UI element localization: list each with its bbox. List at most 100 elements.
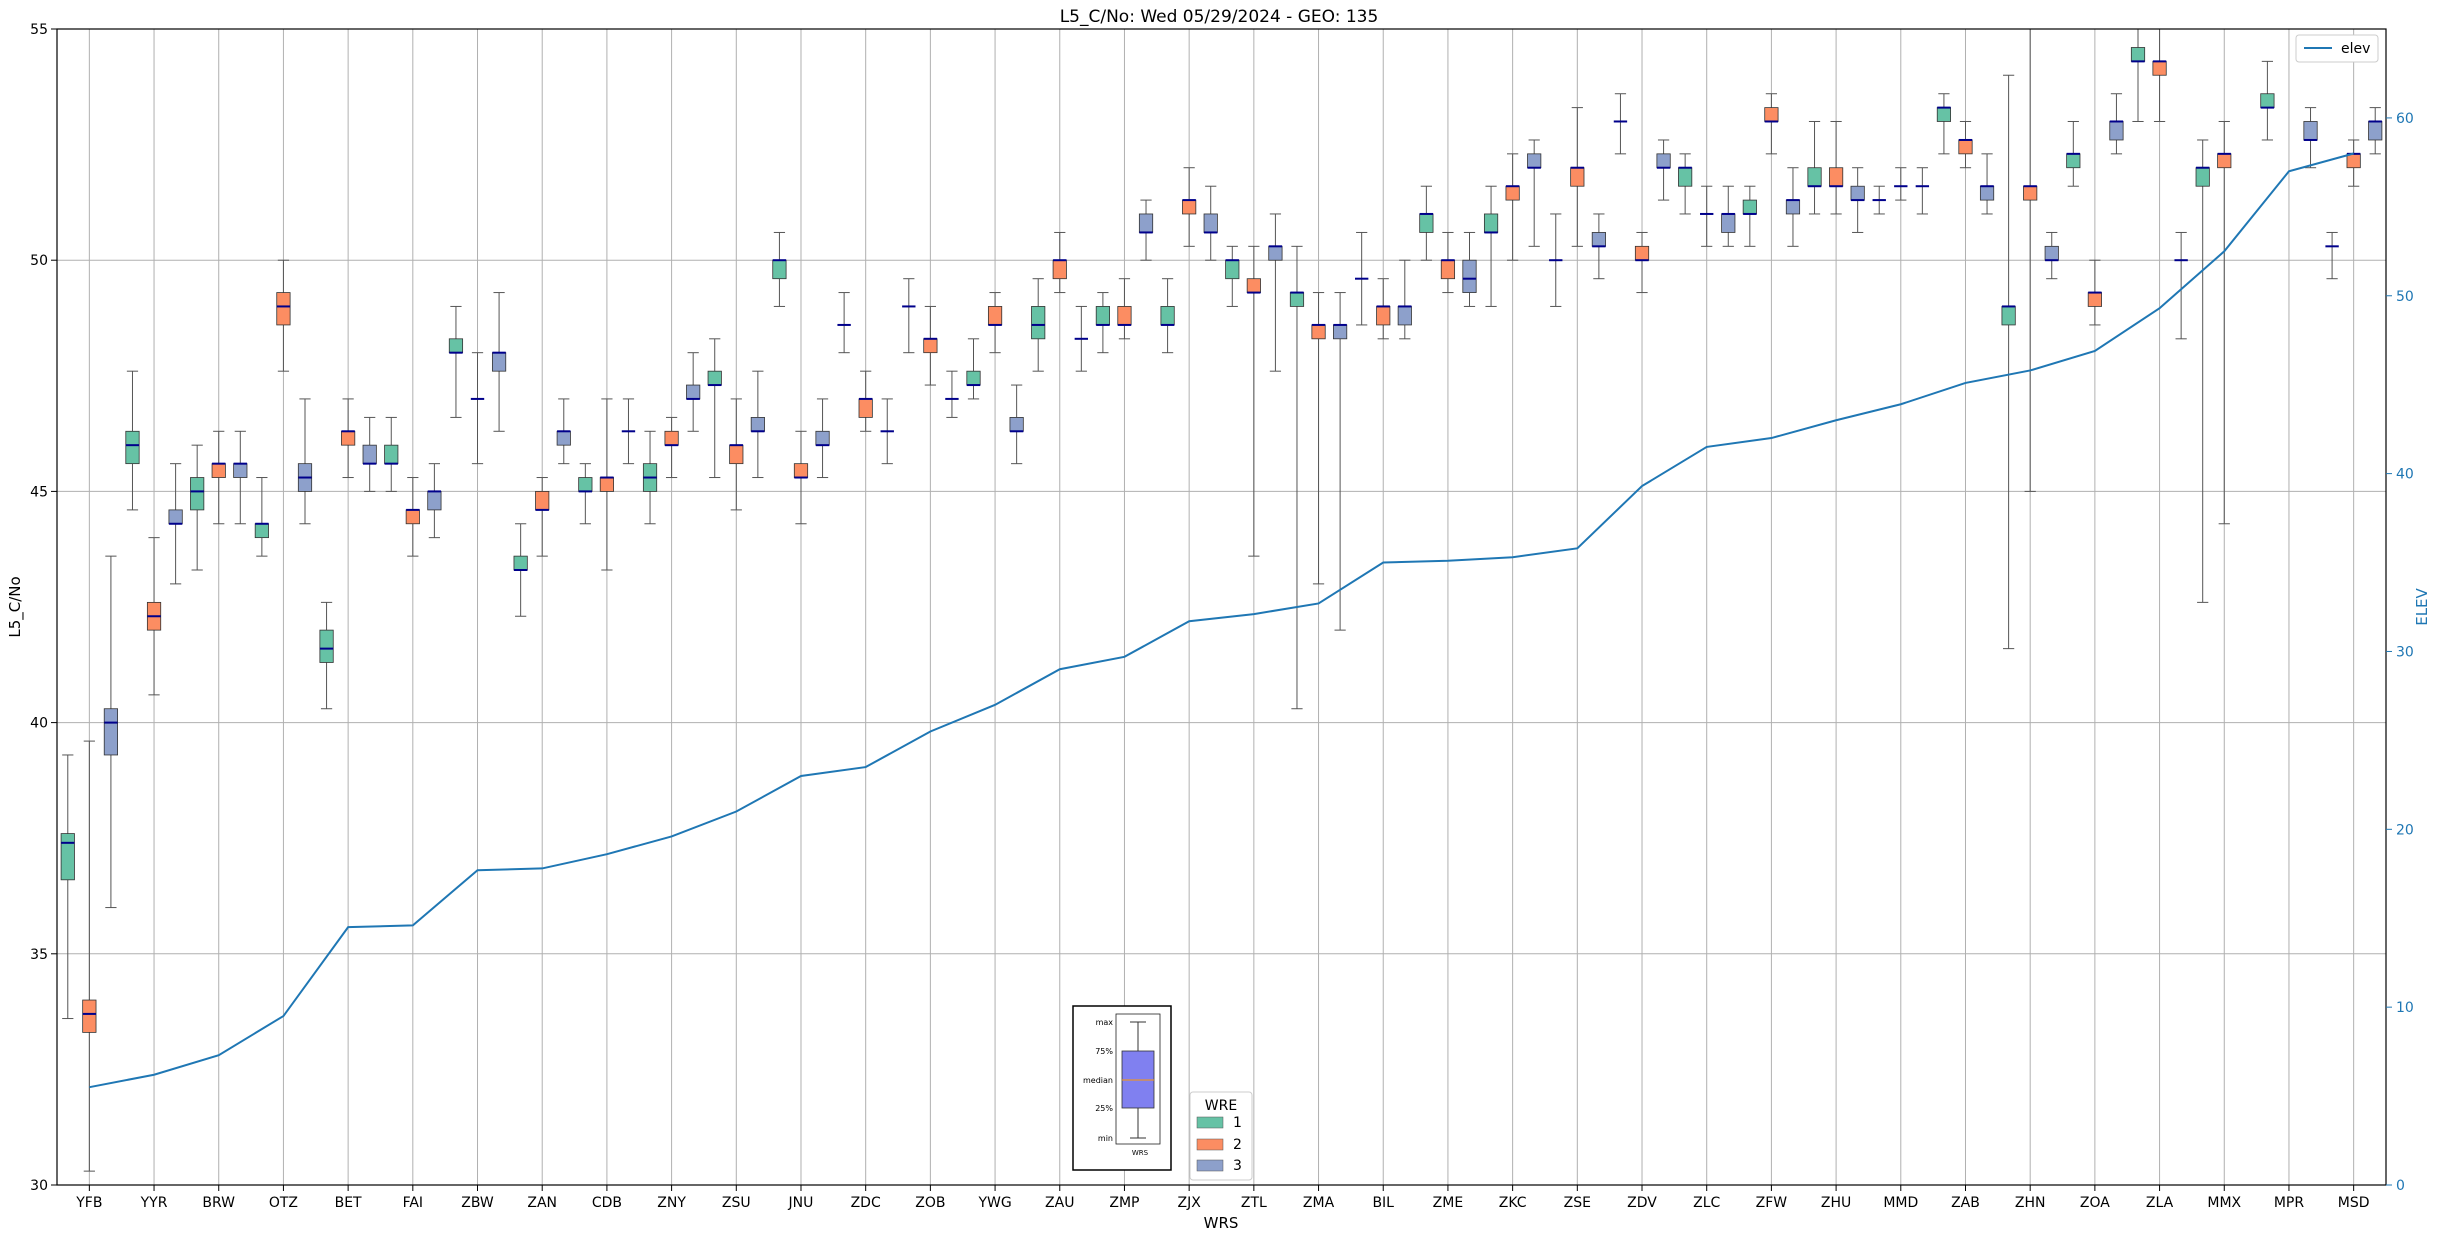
box-zny-wre1 [642, 430, 658, 525]
box-zan-wre3 [556, 398, 571, 465]
y2-tick-label: 30 [2396, 644, 2414, 660]
box-iqr [2066, 153, 2081, 169]
box-iqr [1958, 139, 1973, 155]
box-mmd-wre3 [1915, 167, 1930, 215]
box-iqr [2023, 185, 2038, 201]
x-tick-label: ZAB [1951, 1195, 1980, 1211]
box-iqr [341, 430, 356, 446]
box-iqr [513, 555, 528, 571]
key-label-median: median [1083, 1076, 1113, 1085]
x-tick-label: ZDV [1627, 1195, 1657, 1211]
box-iqr [190, 477, 205, 511]
box-iqr [1117, 306, 1132, 326]
box-ywg-wre1 [966, 338, 981, 400]
x-tick-label: BET [335, 1195, 362, 1211]
box-zny-wre2 [664, 416, 679, 479]
box-ztl-wre2 [1246, 245, 1261, 557]
y2-tick-label: 50 [2396, 289, 2414, 305]
box-iqr [858, 398, 873, 418]
box-zdv-wre1 [1613, 93, 1628, 155]
box-zdc-wre2 [858, 370, 873, 432]
x-tick-label: ZMA [1303, 1195, 1335, 1211]
box-iqr [211, 463, 226, 478]
box-zla-wre2 [2152, 28, 2167, 122]
box-zab-wre2 [1958, 120, 1973, 169]
box-zab-wre3 [1979, 153, 1995, 215]
box-iqr [1829, 167, 1844, 187]
box-zfw-wre2 [1764, 93, 1779, 155]
box-zjx-wre3 [1203, 185, 1218, 261]
box-zjx-wre2 [1182, 167, 1197, 247]
y-axis-label: L5_C/No [6, 576, 25, 637]
box-iqr [103, 708, 118, 756]
box-zlc-wre3 [1721, 185, 1736, 247]
box-iqr [384, 444, 399, 465]
box-zhn-wre2 [2023, 28, 2038, 492]
x-tick-label: ZME [1433, 1195, 1464, 1211]
x-tick-label: ZJX [1177, 1195, 1201, 1211]
x-tick-label: ZHN [2015, 1195, 2046, 1211]
box-zob-wre1 [902, 278, 916, 354]
key-xlabel: WRS [1132, 1149, 1149, 1157]
box-iqr [1311, 324, 1326, 340]
y-tick-label: 35 [30, 947, 48, 963]
box-mmx-wre2 [2217, 120, 2232, 525]
box-fai-wre1 [384, 416, 399, 492]
box-yfb-wre1 [60, 754, 75, 1020]
x-tick-label: ZSU [722, 1195, 751, 1211]
box-iqr [1333, 324, 1348, 340]
box-iqr [1182, 199, 1197, 215]
box-iqr [2346, 153, 2361, 169]
wre-legend-swatch-1 [1196, 1116, 1224, 1129]
y2-axis-label: ELEV [2413, 587, 2431, 625]
box-zdc-wre1 [837, 292, 851, 354]
box-iqr [556, 430, 571, 446]
box-zhn-wre1 [2001, 74, 2016, 650]
box-iqr [1979, 185, 1995, 201]
box-iqr [923, 338, 938, 354]
y-tick-label: 50 [30, 253, 48, 269]
wre-legend-label-2: 2 [1233, 1137, 1242, 1153]
box-zme-wre3 [1462, 231, 1477, 307]
box-mpr-wre3 [2303, 107, 2318, 169]
box-zau-wre2 [1052, 231, 1067, 294]
box-bil-wre2 [1376, 278, 1391, 340]
box-zoa-wre2 [2087, 259, 2102, 326]
x-tick-label: ZMP [1109, 1195, 1139, 1211]
box-zab-wre1 [1936, 93, 1952, 155]
box-iqr [1462, 259, 1477, 293]
wre-legend-swatch-2 [1196, 1138, 1224, 1151]
box-bet-wre1 [319, 601, 334, 710]
y-tick-label: 45 [30, 484, 48, 500]
box-zme-wre1 [1419, 185, 1434, 261]
box-zlc-wre2 [1700, 185, 1714, 247]
box-zma-wre1 [1289, 245, 1305, 710]
x-tick-label: ZHU [1821, 1195, 1851, 1211]
box-iqr [664, 430, 679, 446]
key-label-q1: 25% [1095, 1104, 1113, 1113]
box-mmd-wre2 [1894, 167, 1908, 201]
x-tick-label: ZSE [1564, 1195, 1591, 1211]
box-iqr [362, 444, 377, 465]
box-iqr [2368, 121, 2383, 141]
box-brw-wre2 [211, 430, 226, 525]
box-iqr [2152, 60, 2167, 76]
box-mmx-wre1 [2195, 139, 2210, 603]
box-iqr [2087, 292, 2102, 307]
x-tick-label: ZBW [461, 1195, 494, 1211]
box-iqr [168, 509, 183, 525]
box-bil-wre1 [1354, 231, 1369, 326]
box-zhu-wre1 [1807, 120, 1822, 215]
boxplot-key: max 75% median 25% min WRS [1072, 1005, 1172, 1171]
wre-legend-label-1: 1 [1233, 1115, 1242, 1131]
box-iqr [750, 417, 765, 432]
box-yfb-wre2 [82, 740, 97, 1172]
box-zhu-wre2 [1829, 120, 1844, 215]
box-iqr [2044, 245, 2059, 261]
y2-tick-label: 0 [2396, 1178, 2405, 1194]
box-zla-wre1 [2130, 28, 2146, 122]
y-tick-label: 30 [30, 1178, 48, 1194]
box-zmp-wre2 [1117, 278, 1132, 340]
x-tick-label: MSD [2338, 1195, 2370, 1211]
